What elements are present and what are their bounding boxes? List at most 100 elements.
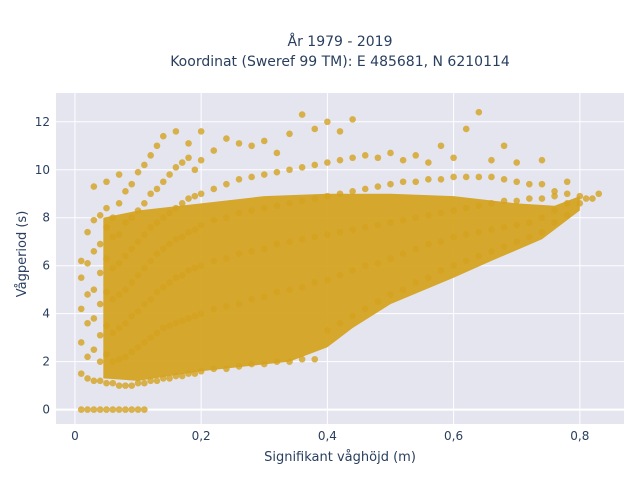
data-point [103, 255, 110, 262]
data-point [197, 310, 205, 317]
data-point [103, 322, 110, 329]
data-point [141, 339, 148, 346]
data-point [513, 221, 521, 229]
data-point [178, 159, 186, 166]
data-point [475, 108, 483, 116]
data-point [538, 180, 546, 188]
data-point [450, 173, 457, 181]
data-point [374, 259, 382, 267]
data-point [425, 176, 432, 183]
x-tick-label: 0,2 [192, 429, 211, 443]
data-point [361, 185, 369, 193]
data-point [103, 379, 110, 387]
data-point [425, 159, 432, 166]
data-point [488, 173, 495, 181]
data-point [387, 219, 394, 226]
data-point [349, 312, 356, 320]
data-point [90, 406, 98, 413]
data-point [273, 202, 281, 210]
data-point [538, 156, 546, 164]
data-point [115, 200, 123, 207]
data-point [147, 190, 154, 198]
data-point [122, 319, 129, 327]
data-point [538, 195, 546, 202]
data-point [178, 372, 186, 380]
data-point [172, 319, 180, 327]
data-point [336, 228, 344, 236]
data-point [298, 197, 306, 205]
data-point [450, 207, 457, 214]
data-point [425, 240, 432, 248]
data-point [450, 154, 457, 162]
data-point [103, 351, 110, 358]
data-point [437, 176, 445, 183]
data-point [576, 192, 584, 200]
data-point [77, 406, 85, 413]
data-point [96, 212, 104, 219]
data-point [141, 406, 148, 413]
data-point [248, 360, 255, 368]
data-point [260, 171, 268, 178]
data-point [166, 375, 173, 382]
data-point [273, 168, 281, 176]
data-point [77, 305, 85, 313]
data-point [153, 250, 161, 258]
data-point [109, 214, 117, 222]
data-point [210, 305, 218, 313]
data-point [387, 149, 394, 157]
data-point [84, 353, 91, 361]
data-point [298, 355, 306, 363]
data-point [399, 156, 407, 164]
scatter-series [77, 108, 603, 413]
data-point [197, 221, 205, 229]
data-point [324, 276, 331, 284]
data-point [286, 238, 293, 246]
data-point [134, 343, 142, 351]
data-point [248, 173, 255, 181]
data-point [147, 152, 154, 159]
data-point [147, 224, 154, 231]
x-axis-ticks: 0 0,2 0,4 0,6 0,8 [71, 429, 589, 443]
data-point [122, 252, 129, 260]
data-point [248, 295, 255, 303]
data-point [84, 375, 91, 382]
data-point [437, 142, 445, 150]
data-point [412, 178, 420, 186]
data-point [147, 295, 154, 303]
data-point [412, 214, 420, 222]
data-point [298, 111, 306, 118]
data-point [286, 166, 293, 174]
data-point [210, 185, 218, 193]
data-point [115, 355, 123, 363]
data-point [128, 214, 136, 222]
data-point [128, 180, 136, 188]
data-point [374, 298, 382, 305]
data-point [84, 228, 91, 236]
data-point [84, 291, 91, 298]
data-point [166, 171, 173, 178]
data-point [134, 307, 142, 315]
data-point [210, 257, 218, 265]
data-point [582, 195, 590, 202]
data-point [349, 226, 356, 234]
data-point [109, 233, 117, 241]
data-point [462, 204, 470, 212]
data-point [191, 264, 199, 272]
data-point [166, 279, 173, 286]
data-point [223, 303, 230, 310]
data-point [513, 159, 521, 166]
data-point [191, 312, 199, 320]
data-point [210, 147, 218, 154]
data-point [513, 238, 521, 246]
data-point [90, 377, 98, 385]
data-point [96, 240, 104, 248]
data-point [260, 293, 268, 301]
data-point [526, 219, 533, 226]
data-point [210, 365, 218, 373]
y-tick-label: 12 [35, 115, 50, 129]
data-point [298, 164, 306, 171]
data-point [134, 207, 142, 214]
data-point [128, 348, 136, 356]
data-point [77, 339, 85, 346]
